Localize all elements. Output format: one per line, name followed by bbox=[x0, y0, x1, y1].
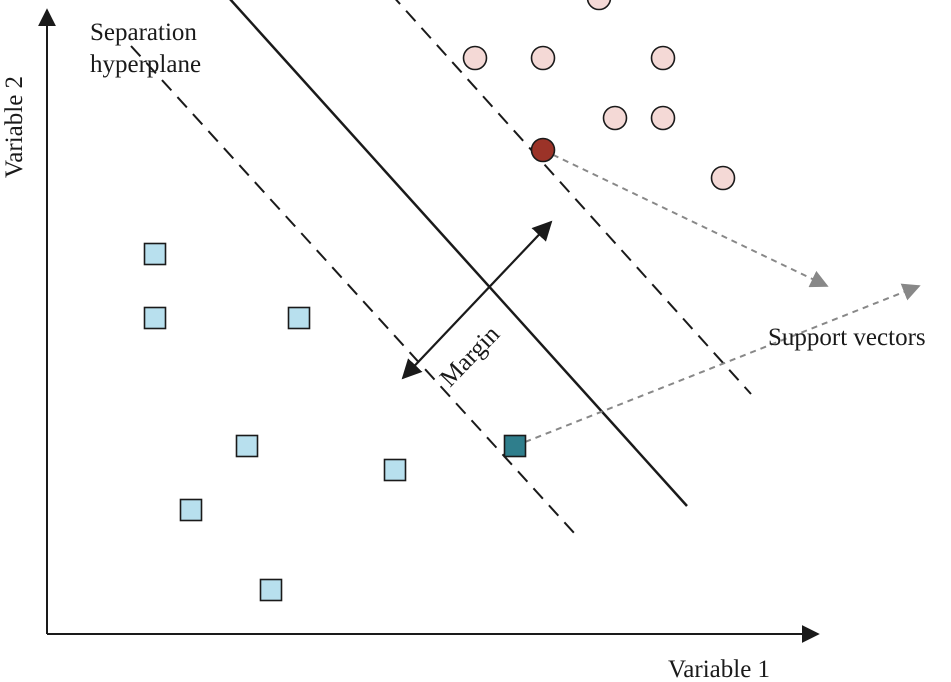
square-point bbox=[179, 498, 203, 522]
separation-hyperplane bbox=[229, 0, 688, 507]
square-point bbox=[235, 434, 259, 458]
margin-label: Margin bbox=[435, 320, 506, 392]
margin-arrow bbox=[401, 220, 553, 380]
margin-boundary-lower bbox=[130, 45, 576, 535]
separation-lines bbox=[130, 0, 752, 535]
y-axis-label: Variable 2 bbox=[1, 76, 28, 178]
support-vector-square bbox=[503, 434, 527, 458]
square-point bbox=[383, 458, 407, 482]
circle-point bbox=[530, 45, 556, 71]
circle-point bbox=[650, 45, 676, 71]
hyperplane-label-line2: hyperplane bbox=[90, 51, 201, 78]
square-point bbox=[259, 578, 283, 602]
circle-point bbox=[650, 105, 676, 131]
data-points bbox=[143, 0, 736, 602]
circle-point bbox=[602, 105, 628, 131]
support-vector-circle bbox=[530, 137, 556, 163]
support-vectors-label: Support vectors bbox=[768, 324, 926, 351]
support-vector-pointers bbox=[514, 149, 921, 447]
support-vector-pointer-2 bbox=[514, 283, 921, 447]
margin-boundary-upper bbox=[395, 0, 752, 395]
square-point bbox=[287, 306, 311, 330]
x-axis-label: Variable 1 bbox=[668, 656, 770, 682]
hyperplane-label-line1: Separation bbox=[90, 19, 197, 46]
circle-point bbox=[462, 45, 488, 71]
square-point bbox=[143, 242, 167, 266]
axes bbox=[38, 8, 820, 643]
support-vector-pointer-1 bbox=[542, 149, 829, 288]
square-point bbox=[143, 306, 167, 330]
circle-point bbox=[710, 165, 736, 191]
circle-point bbox=[586, 0, 612, 11]
